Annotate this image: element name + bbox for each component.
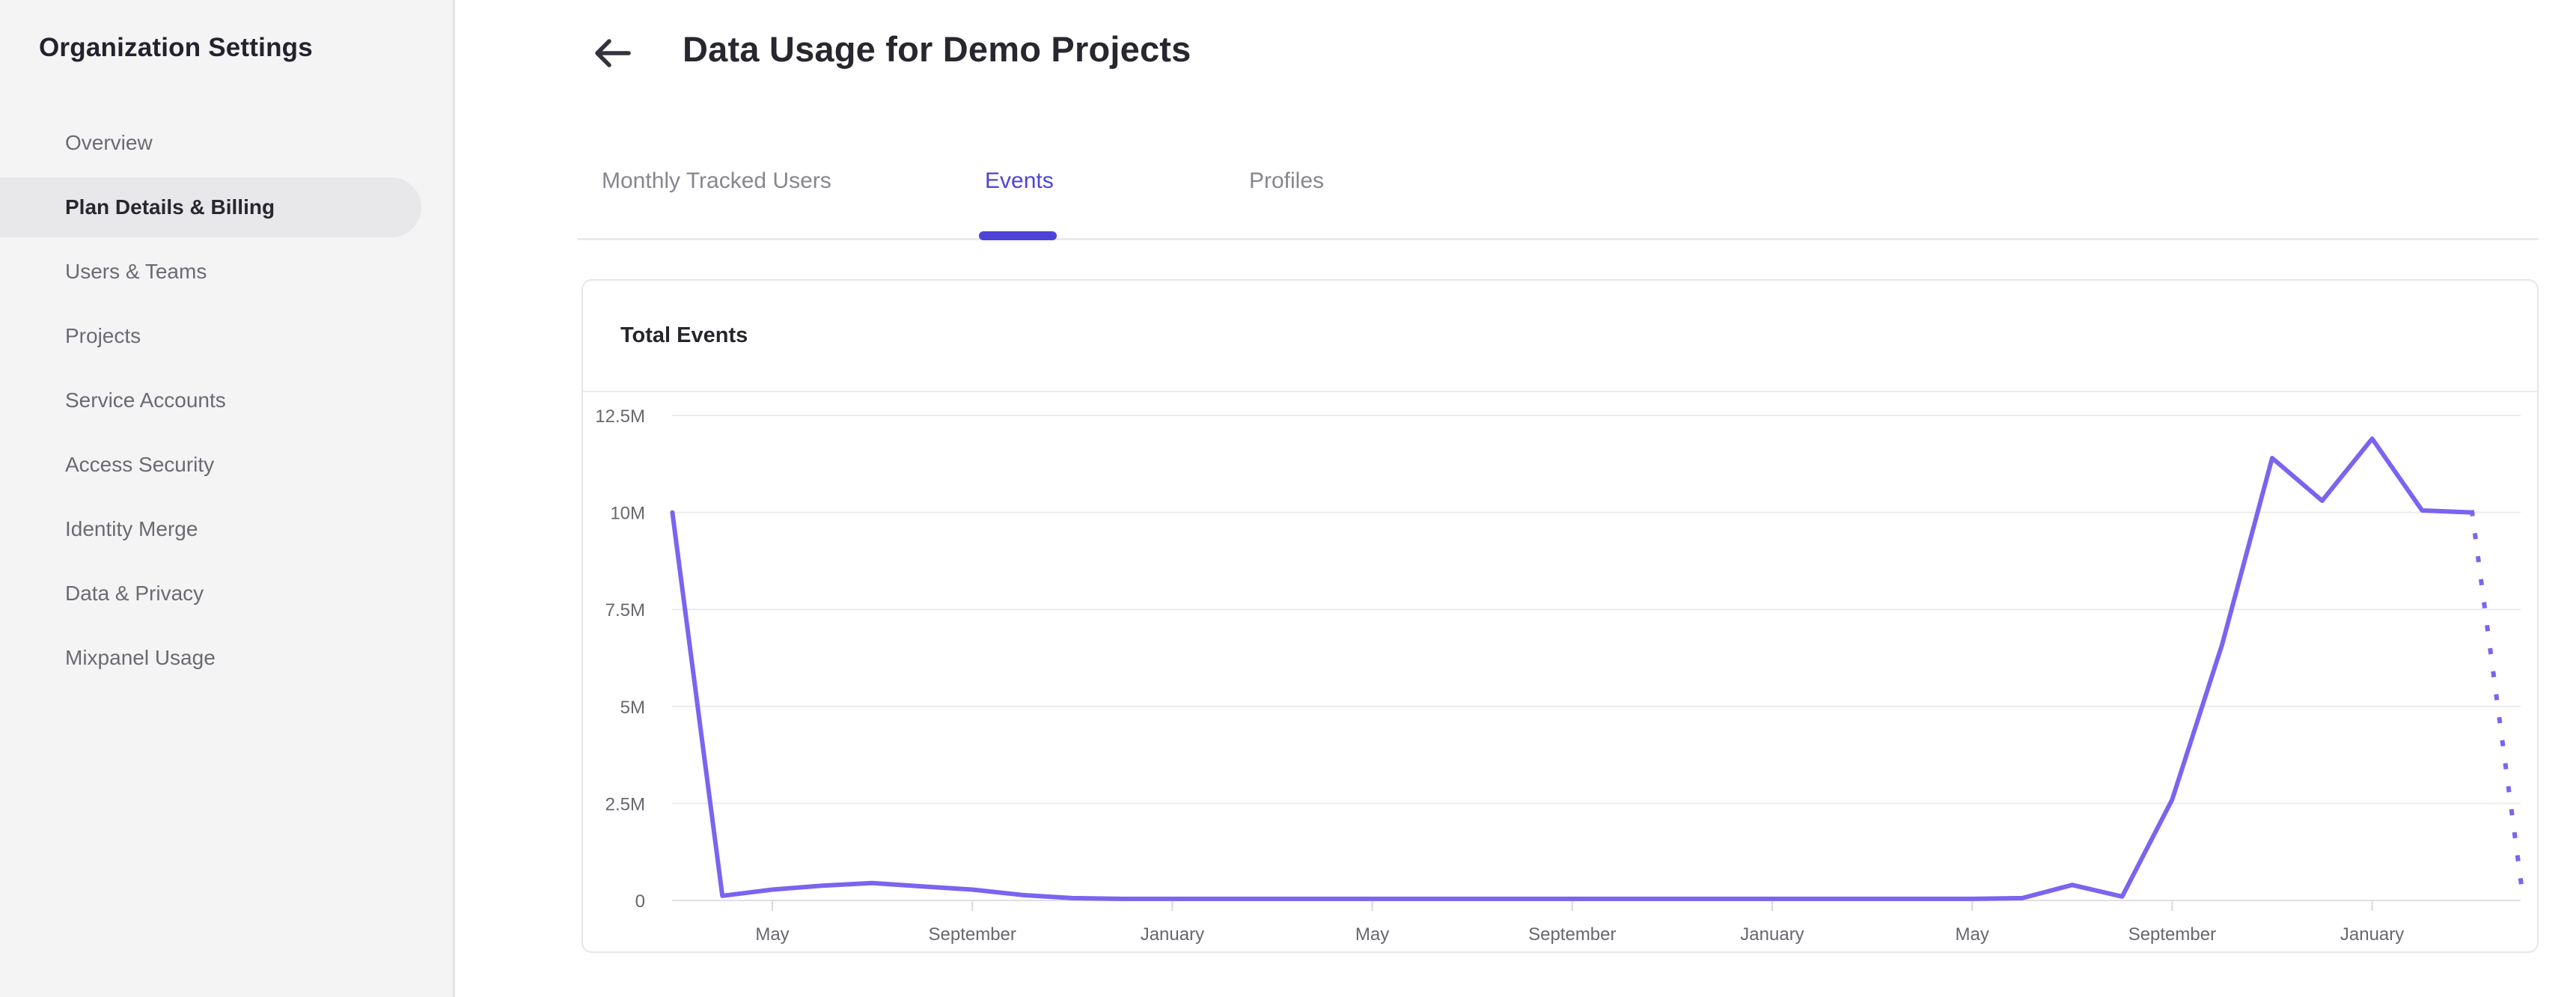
- back-arrow-icon[interactable]: [591, 36, 633, 70]
- sidebar-item-label: Plan Details & Billing: [65, 195, 275, 219]
- sidebar-title: Organization Settings: [39, 33, 313, 62]
- active-tab-underline: [979, 231, 1057, 240]
- card-header: Total Events: [583, 281, 2537, 392]
- usage-chart-card: Total Events: [582, 279, 2539, 953]
- x-axis-label: May: [1355, 924, 1389, 945]
- y-axis-label: 10M: [610, 504, 645, 524]
- sidebar-item-label: Identity Merge: [65, 517, 198, 540]
- sidebar-item-label: Users & Teams: [65, 260, 207, 283]
- y-axis-label: 7.5M: [605, 600, 645, 621]
- sidebar-item-identity-merge[interactable]: Identity Merge: [0, 497, 455, 561]
- tab-row-divider: [578, 238, 2539, 240]
- tab-monthly-tracked-users[interactable]: Monthly Tracked Users: [602, 168, 831, 193]
- sidebar-item-label: Service Accounts: [65, 388, 226, 412]
- x-axis-label: May: [755, 924, 789, 945]
- events-series-line[interactable]: [670, 436, 2475, 901]
- sidebar: Organization Settings Overview Plan Detai…: [0, 0, 455, 997]
- page-title: Data Usage for Demo Projects: [683, 29, 1191, 69]
- y-axis-label: 12.5M: [595, 406, 645, 427]
- sidebar-item-label: Data & Privacy: [65, 582, 204, 605]
- sidebar-item-label: Mixpanel Usage: [65, 646, 216, 669]
- tab-profiles[interactable]: Profiles: [1249, 168, 1325, 193]
- sidebar-item-plan-details-billing[interactable]: Plan Details & Billing: [0, 177, 421, 237]
- sidebar-item-label: Access Security: [65, 453, 215, 476]
- x-axis-label: September: [2128, 924, 2216, 945]
- x-axis-label: January: [1141, 924, 1204, 945]
- sidebar-item-users-teams[interactable]: Users & Teams: [0, 240, 455, 304]
- y-axis-label: 5M: [620, 698, 645, 718]
- y-axis-label: 2.5M: [605, 794, 645, 814]
- sidebar-item-service-accounts[interactable]: Service Accounts: [0, 368, 455, 433]
- total-events-line-chart[interactable]: 12.5M 10M 7.5M 5M 2.5M 0 May September January Ma…: [580, 394, 2539, 952]
- x-axis-label: May: [1956, 924, 1989, 945]
- sidebar-item-overview[interactable]: Overview: [0, 111, 455, 175]
- y-axis-label: 0: [635, 891, 645, 912]
- sidebar-nav: Overview Plan Details & Billing Users & Te…: [0, 111, 455, 690]
- x-axis-label: January: [2340, 924, 2404, 945]
- sidebar-item-access-security[interactable]: Access Security: [0, 433, 455, 497]
- tab-events[interactable]: Events: [985, 168, 1054, 193]
- x-axis-label: September: [1528, 924, 1616, 945]
- sidebar-item-label: Overview: [65, 131, 153, 154]
- x-axis-label: September: [928, 924, 1016, 945]
- card-title: Total Events: [620, 323, 748, 347]
- sidebar-item-data-privacy[interactable]: Data & Privacy: [0, 561, 455, 626]
- sidebar-item-mixpanel-usage[interactable]: Mixpanel Usage: [0, 626, 455, 690]
- sidebar-item-projects[interactable]: Projects: [0, 304, 455, 368]
- events-series-dotted-tail: [2469, 510, 2525, 894]
- x-axis-label: January: [1740, 924, 1804, 945]
- sidebar-item-label: Projects: [65, 324, 141, 347]
